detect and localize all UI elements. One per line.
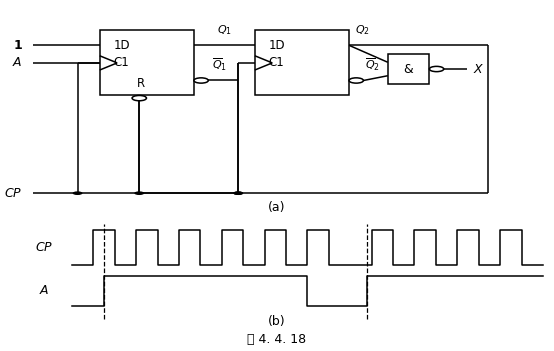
Circle shape bbox=[233, 191, 243, 195]
Text: (a): (a) bbox=[268, 200, 286, 213]
Circle shape bbox=[132, 95, 146, 101]
Text: &: & bbox=[404, 62, 413, 75]
Text: 1D: 1D bbox=[269, 39, 285, 52]
Text: (b): (b) bbox=[268, 315, 286, 328]
Text: $X$: $X$ bbox=[473, 62, 484, 75]
Circle shape bbox=[349, 78, 363, 83]
Text: R: R bbox=[137, 77, 145, 90]
Text: $A$: $A$ bbox=[12, 57, 22, 69]
Text: C1: C1 bbox=[269, 57, 284, 69]
Text: $CP$: $CP$ bbox=[35, 241, 53, 254]
Bar bbox=[100, 30, 194, 95]
Circle shape bbox=[194, 78, 208, 83]
Text: $Q_1$: $Q_1$ bbox=[217, 24, 232, 37]
Bar bbox=[388, 54, 429, 84]
Circle shape bbox=[429, 66, 444, 72]
Text: C1: C1 bbox=[114, 57, 129, 69]
Text: 图 4. 4. 18: 图 4. 4. 18 bbox=[248, 333, 306, 346]
Text: 1D: 1D bbox=[114, 39, 130, 52]
Text: $CP$: $CP$ bbox=[4, 187, 22, 200]
Text: $\overline{Q}_2$: $\overline{Q}_2$ bbox=[365, 57, 379, 73]
Circle shape bbox=[233, 191, 243, 195]
Circle shape bbox=[134, 191, 144, 195]
Text: $\overline{Q}_1$: $\overline{Q}_1$ bbox=[212, 56, 227, 73]
Bar bbox=[255, 30, 349, 95]
Text: $A$: $A$ bbox=[39, 284, 49, 297]
Text: $Q_2$: $Q_2$ bbox=[355, 24, 370, 37]
Circle shape bbox=[73, 191, 83, 195]
Text: 1: 1 bbox=[13, 39, 22, 52]
